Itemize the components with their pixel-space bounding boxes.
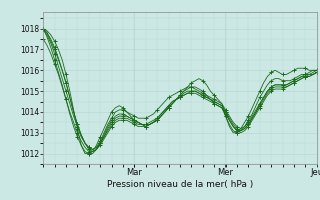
X-axis label: Pression niveau de la mer( hPa ): Pression niveau de la mer( hPa ) bbox=[107, 180, 253, 189]
